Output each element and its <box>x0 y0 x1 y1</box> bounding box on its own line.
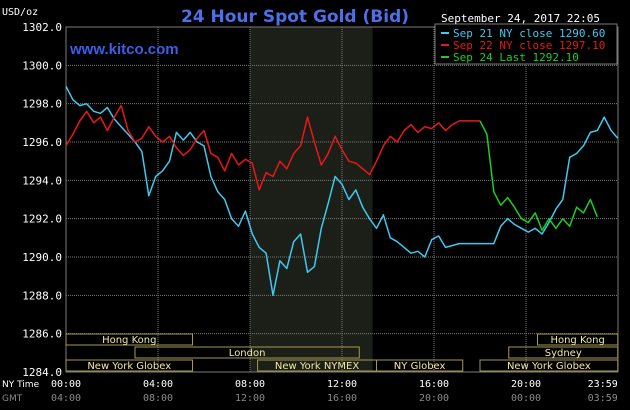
night-shade <box>250 27 373 372</box>
ny-time-tick: 00:00 <box>51 379 81 390</box>
chart-title: 24 Hour Spot Gold (Bid) <box>181 7 409 27</box>
gmt-tick: 16:00 <box>327 393 357 404</box>
market-label: NY Globex <box>394 361 446 372</box>
gmt-tick: 20:00 <box>419 393 449 404</box>
y-tick-label: 1292.0 <box>22 213 62 226</box>
market-bar <box>134 346 360 359</box>
ny-time-tick: 04:00 <box>143 379 173 390</box>
y-tick-label: 1302.0 <box>22 21 62 34</box>
y-tick-label: 1298.0 <box>22 98 62 111</box>
series-line-sep22 <box>65 104 480 191</box>
site-label: www.kitco.com <box>69 41 179 58</box>
market-label: New York Globex <box>507 361 591 372</box>
ny-time-tick: 20:00 <box>511 379 541 390</box>
ny-time-tick: 08:00 <box>235 379 265 390</box>
market-label: New York NYMEX <box>275 361 360 372</box>
gmt-tick: 12:00 <box>235 393 265 404</box>
market-bar <box>376 359 464 372</box>
market-bar <box>537 333 619 346</box>
ny-time-row-label: NY Time <box>2 380 40 390</box>
legend-entry: Sep 22 NY close 1297.10 <box>453 39 605 52</box>
market-label: New York Globex <box>87 361 171 372</box>
gmt-tick: 00:00 <box>511 393 541 404</box>
market-label: Hong Kong <box>550 335 604 346</box>
y-tick-label: 1300.0 <box>22 59 62 72</box>
legend-entry: Sep 24 Last 1292.10 <box>453 51 579 64</box>
gmt-tick: 08:00 <box>143 393 173 404</box>
y-tick-label: 1284.0 <box>22 366 62 379</box>
market-bar <box>65 359 193 372</box>
ny-time-tick: 23:59 <box>588 379 618 390</box>
market-label: London <box>229 348 266 359</box>
legend-entry: Sep 21 NY close 1290.60 <box>453 27 605 40</box>
gmt-row-label: GMT <box>2 394 23 404</box>
ny-time-tick: 16:00 <box>419 379 449 390</box>
legend-box <box>434 23 618 65</box>
y-tick-label: 1294.0 <box>22 174 62 187</box>
series-line-sep21 <box>65 86 619 297</box>
series-line-sep24 <box>479 120 598 231</box>
market-bar <box>65 333 193 346</box>
gmt-tick: 04:00 <box>51 393 81 404</box>
ny-time-tick: 12:00 <box>327 379 357 390</box>
timestamp: September 24, 2017 22:05 <box>441 12 600 25</box>
y-tick-label: 1286.0 <box>22 328 62 341</box>
market-label: Sydney <box>545 348 582 359</box>
y-tick-label: 1290.0 <box>22 251 62 264</box>
market-bar <box>479 359 619 372</box>
gmt-tick: 03:59 <box>588 393 618 404</box>
y-tick-label: 1296.0 <box>22 136 62 149</box>
y-tick-label: 1288.0 <box>22 289 62 302</box>
unit-label: USD/oz <box>2 7 38 18</box>
market-bar <box>508 346 619 359</box>
market-label: Hong Kong <box>102 335 156 346</box>
